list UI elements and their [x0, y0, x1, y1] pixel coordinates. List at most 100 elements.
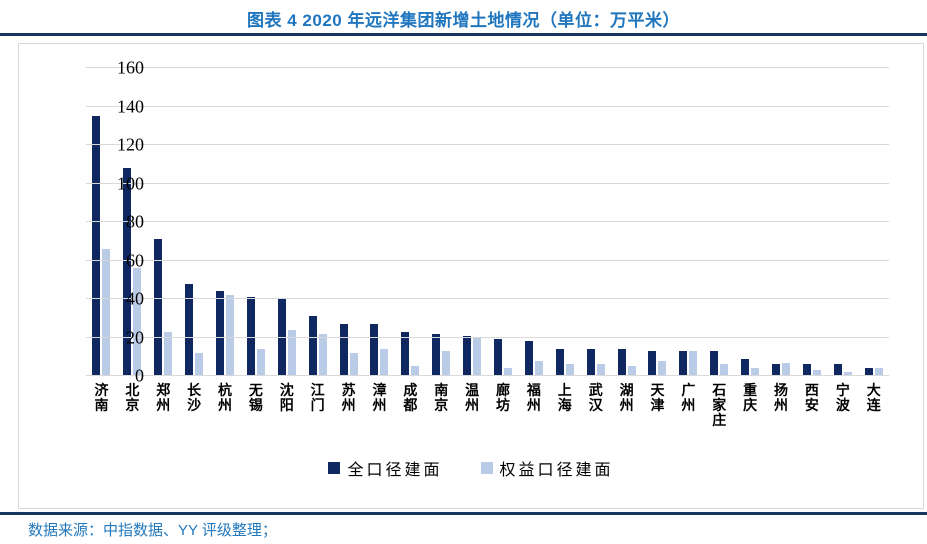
x-axis-label: 大连	[858, 384, 889, 429]
bar-full-caliber	[154, 239, 163, 376]
bar-full-caliber	[864, 368, 873, 376]
bar-equity-caliber	[442, 350, 451, 376]
bar-full-caliber	[463, 335, 472, 376]
bar-full-caliber	[710, 350, 719, 376]
x-axis-label: 重庆	[735, 384, 766, 429]
x-axis-label-char: 汉	[588, 399, 603, 414]
x-axis-label-char: 海	[557, 399, 572, 414]
gridline	[86, 259, 889, 261]
x-axis-label-char: 广	[681, 384, 696, 399]
bar-equity-caliber	[411, 366, 420, 376]
x-axis-label-char: 济	[94, 384, 109, 399]
bar-group	[457, 68, 488, 376]
x-axis-label: 石家庄	[704, 384, 735, 429]
x-axis-label-char: 州	[372, 399, 387, 414]
bar-full-caliber	[92, 116, 101, 376]
bar-equity-caliber	[534, 360, 543, 376]
bar-equity-caliber	[195, 352, 204, 376]
bar-equity-caliber	[843, 372, 852, 376]
x-axis-label-char: 津	[650, 399, 665, 414]
bar-group	[364, 68, 395, 376]
bar-full-caliber	[586, 349, 595, 376]
x-axis-label: 湖州	[611, 384, 642, 429]
bar-group	[858, 68, 889, 376]
x-axis-label-char: 州	[681, 399, 696, 414]
x-axis-label-char: 扬	[774, 384, 789, 399]
legend-item-full-caliber: 全口径建面	[328, 456, 442, 480]
x-axis-label-char: 湖	[619, 384, 634, 399]
gridline	[86, 67, 889, 68]
x-axis-label-char: 无	[248, 384, 263, 399]
bar-group	[395, 68, 426, 376]
figure-title: 图表 4 2020 年远洋集团新增土地情况（单位：万平米）	[247, 11, 680, 30]
bar-full-caliber	[308, 316, 317, 376]
bar-full-caliber	[216, 291, 224, 376]
x-axis-label-char: 石	[712, 384, 727, 399]
bar-full-caliber	[617, 349, 626, 376]
bar-full-caliber	[802, 364, 811, 376]
x-axis-label-char: 庄	[712, 414, 727, 429]
x-axis-label-char: 武	[588, 384, 603, 399]
legend-label-full-caliber: 全口径建面	[347, 462, 443, 479]
x-axis-label-char: 安	[804, 399, 819, 414]
gridline	[86, 375, 889, 376]
y-axis-tick-label: 140	[117, 96, 144, 116]
bar-equity-caliber	[133, 268, 142, 376]
x-axis-label-char: 长	[187, 384, 202, 399]
x-axis-label-char: 杭	[218, 384, 232, 399]
bar-group	[549, 68, 580, 376]
x-axis-label: 广州	[673, 384, 704, 429]
y-axis-tick-label: 160	[117, 57, 144, 78]
bar-group	[735, 68, 766, 376]
x-axis-label-char: 郑	[156, 384, 171, 399]
x-axis-label: 福州	[518, 384, 549, 429]
bar-full-caliber	[772, 363, 781, 376]
bar-equity-caliber	[751, 368, 760, 376]
gridline	[86, 221, 889, 222]
bar-group	[302, 68, 333, 376]
bar-full-caliber	[432, 333, 441, 376]
x-axis-label: 漳州	[364, 384, 395, 429]
y-axis-tick-label: 20	[126, 327, 144, 347]
x-axis-label-char: 宁	[835, 384, 850, 399]
x-axis-label-char: 京	[125, 399, 140, 414]
y-axis-tick-label: 120	[117, 134, 144, 155]
bar-groups	[86, 68, 889, 376]
bar-group	[827, 68, 858, 376]
bar-equity-caliber	[349, 352, 358, 376]
bar-group	[179, 68, 210, 376]
bar-equity-caliber	[504, 368, 513, 376]
x-axis-label-char: 沙	[187, 399, 202, 414]
bar-group	[333, 68, 364, 376]
chart-legend: 全口径建面 权益口径建面	[19, 456, 923, 480]
x-axis-label-char: 沈	[279, 384, 294, 399]
x-axis-label: 廊坊	[488, 384, 519, 429]
bar-group	[426, 68, 457, 376]
bar-full-caliber	[339, 324, 348, 376]
bar-group	[704, 68, 735, 376]
x-axis-label: 宁波	[827, 384, 858, 429]
chart-panel: 0 20 40 60 80 100 120 140 160 济南北京郑州长沙杭州无锡沈阳江门苏州…	[18, 43, 924, 509]
bar-equity-caliber	[596, 364, 605, 376]
x-axis-label: 郑州	[148, 384, 179, 429]
x-axis-label-char: 重	[743, 384, 758, 399]
x-axis-label: 上海	[549, 384, 580, 429]
x-axis-label: 杭州	[210, 384, 241, 429]
x-axis-label-char: 成	[403, 384, 418, 399]
x-axis-label-char: 天	[650, 384, 665, 399]
x-axis-label: 苏州	[333, 384, 364, 429]
x-axis-label-char: 南	[434, 384, 449, 399]
x-axis-label: 西安	[796, 384, 827, 429]
x-axis-label-char: 家	[712, 399, 727, 414]
x-axis-label-char: 南	[94, 399, 109, 414]
x-axis-label: 南京	[426, 384, 457, 429]
x-axis-label-char: 京	[434, 399, 449, 414]
bar-group	[766, 68, 797, 376]
x-axis-label-char: 州	[619, 399, 634, 414]
bar-equity-caliber	[256, 349, 265, 376]
x-axis-label-char: 苏	[341, 384, 356, 399]
bar-full-caliber	[555, 349, 564, 376]
bar-group	[148, 68, 179, 376]
x-axis-label-char: 州	[341, 399, 356, 414]
gridline	[86, 182, 889, 184]
